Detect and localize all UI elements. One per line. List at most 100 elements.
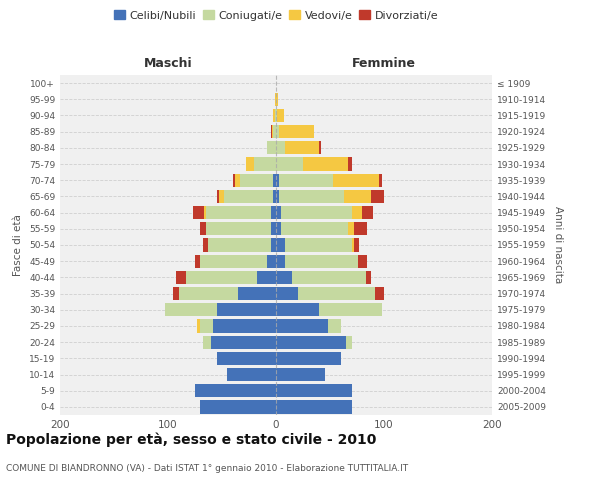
Bar: [276, 222, 281, 235]
Text: Maschi: Maschi: [143, 57, 193, 70]
Bar: [346, 336, 352, 349]
Bar: [276, 303, 319, 316]
Bar: [362, 206, 373, 220]
Bar: [358, 254, 367, 268]
Bar: [238, 287, 276, 300]
Bar: [268, 141, 276, 154]
Bar: [279, 125, 314, 138]
Bar: [200, 254, 268, 268]
Bar: [276, 141, 284, 154]
Bar: [200, 320, 214, 332]
Bar: [344, 190, 371, 203]
Bar: [271, 125, 272, 138]
Bar: [276, 158, 303, 170]
Bar: [271, 222, 276, 235]
Bar: [233, 174, 235, 187]
Bar: [200, 222, 206, 235]
Bar: [214, 320, 276, 332]
Bar: [284, 238, 352, 252]
Bar: [281, 222, 349, 235]
Bar: [276, 254, 284, 268]
Bar: [211, 336, 276, 349]
Bar: [203, 206, 206, 220]
Bar: [195, 384, 276, 398]
Bar: [328, 320, 341, 332]
Bar: [276, 320, 328, 332]
Bar: [276, 352, 341, 365]
Bar: [206, 206, 271, 220]
Bar: [333, 174, 379, 187]
Bar: [197, 320, 200, 332]
Bar: [217, 190, 219, 203]
Bar: [379, 174, 382, 187]
Bar: [277, 109, 284, 122]
Bar: [276, 174, 279, 187]
Bar: [224, 190, 273, 203]
Text: COMUNE DI BIANDRONNO (VA) - Dati ISTAT 1° gennaio 2010 - Elaborazione TUTTITALIA: COMUNE DI BIANDRONNO (VA) - Dati ISTAT 1…: [6, 464, 408, 473]
Bar: [276, 287, 298, 300]
Bar: [319, 303, 382, 316]
Bar: [303, 158, 349, 170]
Bar: [276, 109, 277, 122]
Bar: [203, 336, 211, 349]
Bar: [206, 222, 271, 235]
Bar: [281, 206, 352, 220]
Bar: [276, 125, 279, 138]
Bar: [276, 270, 292, 284]
Text: Femmine: Femmine: [352, 57, 416, 70]
Bar: [187, 270, 257, 284]
Bar: [352, 238, 354, 252]
Bar: [235, 174, 241, 187]
Bar: [292, 270, 365, 284]
Bar: [276, 206, 281, 220]
Legend: Celibi/Nubili, Coniugati/e, Vedovi/e, Divorziati/e: Celibi/Nubili, Coniugati/e, Vedovi/e, Di…: [109, 6, 443, 25]
Bar: [273, 109, 275, 122]
Bar: [208, 238, 271, 252]
Bar: [273, 174, 276, 187]
Bar: [193, 206, 203, 220]
Bar: [179, 287, 238, 300]
Bar: [284, 254, 358, 268]
Text: Popolazione per età, sesso e stato civile - 2010: Popolazione per età, sesso e stato civil…: [6, 432, 376, 447]
Y-axis label: Anni di nascita: Anni di nascita: [553, 206, 563, 284]
Bar: [349, 158, 352, 170]
Bar: [319, 141, 322, 154]
Bar: [268, 254, 276, 268]
Bar: [246, 158, 254, 170]
Bar: [276, 384, 352, 398]
Bar: [371, 190, 384, 203]
Bar: [173, 287, 179, 300]
Bar: [165, 303, 217, 316]
Bar: [352, 206, 362, 220]
Bar: [365, 270, 371, 284]
Bar: [271, 238, 276, 252]
Bar: [276, 238, 284, 252]
Bar: [276, 336, 346, 349]
Bar: [227, 368, 276, 381]
Y-axis label: Fasce di età: Fasce di età: [13, 214, 23, 276]
Bar: [219, 190, 224, 203]
Bar: [241, 174, 273, 187]
Bar: [195, 254, 200, 268]
Bar: [276, 92, 278, 106]
Bar: [273, 190, 276, 203]
Bar: [257, 270, 276, 284]
Bar: [276, 400, 352, 413]
Bar: [273, 125, 276, 138]
Bar: [200, 400, 276, 413]
Bar: [275, 92, 276, 106]
Bar: [279, 190, 344, 203]
Bar: [176, 270, 187, 284]
Bar: [276, 368, 325, 381]
Bar: [376, 287, 384, 300]
Bar: [275, 109, 276, 122]
Bar: [284, 141, 319, 154]
Bar: [217, 303, 276, 316]
Bar: [272, 125, 273, 138]
Bar: [298, 287, 376, 300]
Bar: [354, 222, 367, 235]
Bar: [203, 238, 208, 252]
Bar: [349, 222, 354, 235]
Bar: [254, 158, 276, 170]
Bar: [354, 238, 359, 252]
